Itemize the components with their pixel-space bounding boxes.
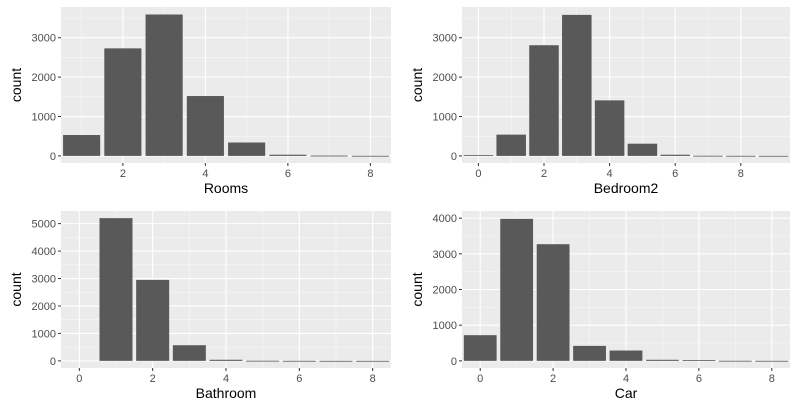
- y-tick-label: 5000: [32, 219, 56, 231]
- y-tick-label: 2000: [433, 285, 457, 297]
- y-tick-label: 1000: [32, 328, 56, 340]
- histogram-bar: [356, 360, 390, 362]
- histogram-bar: [310, 155, 348, 157]
- x-tick-label: 4: [202, 168, 208, 180]
- y-axis-title: count: [8, 68, 24, 102]
- histogram-bar: [594, 100, 625, 156]
- x-tick-label: 0: [76, 373, 82, 385]
- histogram-bar: [269, 154, 307, 156]
- x-tick-label: 8: [370, 373, 376, 385]
- histogram-bar: [463, 155, 494, 156]
- y-tick-label: 3000: [433, 33, 457, 45]
- histogram-bar: [726, 155, 756, 157]
- y-tick-label: 0: [451, 356, 457, 368]
- y-tick-label: 1000: [433, 112, 457, 124]
- histogram-bar: [172, 345, 206, 361]
- y-axis-title: count: [409, 272, 425, 306]
- bedroom2-panel: 0 2 4 6 8 0 1000 2000 3000 Bedroom2 count: [409, 7, 790, 196]
- histogram-bar: [573, 345, 606, 361]
- histogram-bar: [246, 360, 280, 362]
- x-tick-label: 0: [475, 168, 481, 180]
- histogram-bar: [104, 48, 142, 156]
- histogram-bar: [500, 218, 534, 361]
- histogram-bar: [718, 360, 752, 362]
- y-tick-label: 2000: [433, 72, 457, 84]
- histogram-bar: [145, 14, 183, 156]
- x-tick-label: 4: [223, 373, 229, 385]
- y-tick-label: 2000: [32, 301, 56, 313]
- histogram-bar: [627, 143, 658, 156]
- y-tick-label: 3000: [32, 33, 56, 45]
- y-axis-title: count: [8, 272, 24, 306]
- histogram-bar: [646, 359, 679, 361]
- x-tick-label: 6: [672, 168, 678, 180]
- x-axis-title: Rooms: [204, 180, 248, 196]
- x-tick-label: 2: [150, 373, 156, 385]
- x-tick-label: 6: [696, 373, 702, 385]
- y-tick-label: 2000: [32, 72, 56, 84]
- rooms-panel: 2 4 6 8 0 1000 2000 3000 Rooms count: [8, 7, 391, 196]
- y-tick-label: 1000: [433, 320, 457, 332]
- histogram-bar: [755, 360, 789, 362]
- x-tick-label: 4: [623, 373, 629, 385]
- y-tick-label: 4000: [433, 213, 457, 225]
- x-tick-label: 2: [541, 168, 547, 180]
- x-tick-label: 6: [285, 168, 291, 180]
- y-tick-label: 4000: [32, 246, 56, 258]
- histogram-bar: [463, 335, 497, 361]
- x-axis-title: Car: [615, 385, 638, 401]
- x-tick-label: 8: [769, 373, 775, 385]
- x-tick-label: 8: [367, 168, 373, 180]
- histogram-bar: [282, 360, 316, 362]
- histogram-bar: [536, 244, 570, 361]
- x-tick-label: 2: [120, 168, 126, 180]
- x-tick-label: 2: [550, 373, 556, 385]
- histogram-bar: [693, 155, 723, 157]
- x-axis-title: Bathroom: [196, 385, 257, 401]
- x-tick-label: 0: [477, 373, 483, 385]
- car-panel: 0 2 4 6 8 0 1000 2000 3000 4000 Car count: [409, 211, 790, 401]
- histogram-bar: [529, 45, 559, 156]
- histogram-bar: [562, 14, 592, 156]
- histogram-bar: [209, 359, 243, 361]
- histogram-bar: [758, 155, 789, 157]
- y-tick-label: 1000: [32, 112, 56, 124]
- histogram-bar: [660, 154, 690, 156]
- y-tick-label: 0: [451, 151, 457, 163]
- histogram-bar: [682, 360, 716, 361]
- histogram-bar: [228, 142, 266, 156]
- histogram-bar: [351, 155, 389, 157]
- x-tick-label: 6: [296, 373, 302, 385]
- histogram-bar: [496, 134, 526, 156]
- histogram-bar: [99, 218, 133, 361]
- y-tick-label: 3000: [32, 274, 56, 286]
- x-tick-label: 8: [738, 168, 744, 180]
- y-tick-label: 3000: [433, 249, 457, 261]
- y-tick-label: 0: [50, 356, 56, 368]
- histogram-bar: [63, 135, 101, 156]
- x-tick-label: 4: [607, 168, 613, 180]
- bathroom-panel: 0 2 4 6 8 0 1000 2000 3000 4000 5000 Bathroom count: [8, 211, 391, 401]
- x-axis-title: Bedroom2: [594, 180, 659, 196]
- histogram-bar: [609, 350, 643, 361]
- histogram-bar: [319, 360, 353, 362]
- histogram-bar: [136, 279, 170, 361]
- y-tick-label: 0: [50, 151, 56, 163]
- histogram-bar: [186, 96, 224, 156]
- y-axis-title: count: [409, 68, 425, 102]
